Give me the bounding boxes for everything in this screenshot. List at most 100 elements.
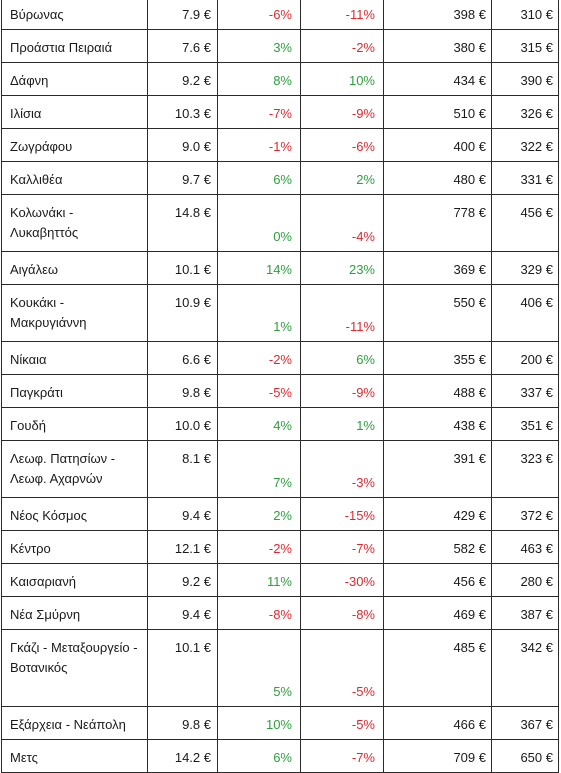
value-2-cell: 387 € (491, 596, 559, 630)
price-cell: 10.0 € (147, 407, 218, 441)
change-1-cell: 10% (217, 706, 301, 740)
change-2-cell: -8% (300, 596, 384, 630)
price-cell: 10.1 € (147, 251, 218, 285)
table-row: Κουκάκι - Μακρυγιάννη 10.9 € 1% -11% 550… (1, 284, 559, 342)
value-2-cell: 323 € (491, 440, 559, 498)
area-cell: Καισαριανή (1, 563, 148, 597)
table-row: Γουδή 10.0 € 4% 1% 438 € 351 € (1, 407, 559, 441)
price-cell: 12.1 € (147, 530, 218, 564)
change-1-cell: 7% (217, 440, 301, 498)
area-cell: Προάστια Πειραιά (1, 29, 148, 63)
change-2-cell: -4% (300, 194, 384, 252)
change-2-cell: -11% (300, 0, 384, 30)
price-cell: 9.4 € (147, 596, 218, 630)
value-1-cell: 369 € (383, 251, 492, 285)
table-row: Νίκαια 6.6 € -2% 6% 355 € 200 € (1, 341, 559, 375)
value-1-cell: 438 € (383, 407, 492, 441)
value-2-cell: 342 € (491, 629, 559, 707)
area-cell: Μετς (1, 739, 148, 773)
change-2-cell: -11% (300, 284, 384, 342)
change-1-cell: -2% (217, 530, 301, 564)
value-2-cell: 372 € (491, 497, 559, 531)
value-1-cell: 355 € (383, 341, 492, 375)
area-cell: Γουδή (1, 407, 148, 441)
table-row: Ιλίσια 10.3 € -7% -9% 510 € 326 € (1, 95, 559, 129)
table-row: Δάφνη 9.2 € 8% 10% 434 € 390 € (1, 62, 559, 96)
area-cell: Ιλίσια (1, 95, 148, 129)
area-cell: Κέντρο (1, 530, 148, 564)
area-cell: Λεωφ. Πατησίων - Λεωφ. Αχαρνών (1, 440, 148, 498)
table-row: Νέος Κόσμος 9.4 € 2% -15% 429 € 372 € (1, 497, 559, 531)
change-1-cell: -5% (217, 374, 301, 408)
price-cell: 9.0 € (147, 128, 218, 162)
change-2-cell: -3% (300, 440, 384, 498)
change-2-cell: -9% (300, 374, 384, 408)
change-2-cell: -9% (300, 95, 384, 129)
value-1-cell: 488 € (383, 374, 492, 408)
value-1-cell: 434 € (383, 62, 492, 96)
change-1-cell: 14% (217, 251, 301, 285)
price-cell: 9.8 € (147, 374, 218, 408)
price-cell: 10.3 € (147, 95, 218, 129)
table-row: Γκάζι - Μεταξουργείο - Βοτανικός 10.1 € … (1, 629, 559, 707)
price-cell: 14.2 € (147, 739, 218, 773)
area-cell: Δάφνη (1, 62, 148, 96)
change-1-cell: 8% (217, 62, 301, 96)
table-row: Νέα Σμύρνη 9.4 € -8% -8% 469 € 387 € (1, 596, 559, 630)
change-1-cell: 5% (217, 629, 301, 707)
value-2-cell: 310 € (491, 0, 559, 30)
area-cell: Κουκάκι - Μακρυγιάννη (1, 284, 148, 342)
change-2-cell: -7% (300, 530, 384, 564)
value-2-cell: 331 € (491, 161, 559, 195)
table-row: Μετς 14.2 € 6% -7% 709 € 650 € (1, 739, 559, 773)
area-cell: Νέα Σμύρνη (1, 596, 148, 630)
price-cell: 10.9 € (147, 284, 218, 342)
change-1-cell: 3% (217, 29, 301, 63)
change-2-cell: 1% (300, 407, 384, 441)
price-cell: 10.1 € (147, 629, 218, 707)
area-cell: Νέος Κόσμος (1, 497, 148, 531)
price-cell: 9.2 € (147, 563, 218, 597)
table-row: Βύρωνας 7.9 € -6% -11% 398 € 310 € (1, 0, 559, 30)
change-2-cell: 6% (300, 341, 384, 375)
change-1-cell: 0% (217, 194, 301, 252)
change-1-cell: 1% (217, 284, 301, 342)
value-2-cell: 322 € (491, 128, 559, 162)
change-2-cell: -7% (300, 739, 384, 773)
value-1-cell: 466 € (383, 706, 492, 740)
price-cell: 8.1 € (147, 440, 218, 498)
table-row: Εξάρχεια - Νεάπολη 9.8 € 10% -5% 466 € 3… (1, 706, 559, 740)
change-1-cell: 2% (217, 497, 301, 531)
value-1-cell: 391 € (383, 440, 492, 498)
area-cell: Καλλιθέα (1, 161, 148, 195)
value-1-cell: 469 € (383, 596, 492, 630)
change-1-cell: 11% (217, 563, 301, 597)
value-1-cell: 380 € (383, 29, 492, 63)
price-cell: 9.8 € (147, 706, 218, 740)
change-2-cell: -30% (300, 563, 384, 597)
change-2-cell: -15% (300, 497, 384, 531)
value-1-cell: 398 € (383, 0, 492, 30)
value-2-cell: 329 € (491, 251, 559, 285)
value-2-cell: 351 € (491, 407, 559, 441)
value-2-cell: 390 € (491, 62, 559, 96)
change-2-cell: 23% (300, 251, 384, 285)
table-row: Καισαριανή 9.2 € 11% -30% 456 € 280 € (1, 563, 559, 597)
value-1-cell: 400 € (383, 128, 492, 162)
price-cell: 9.2 € (147, 62, 218, 96)
value-1-cell: 550 € (383, 284, 492, 342)
value-1-cell: 778 € (383, 194, 492, 252)
table-row: Λεωφ. Πατησίων - Λεωφ. Αχαρνών 8.1 € 7% … (1, 440, 559, 498)
change-1-cell: -2% (217, 341, 301, 375)
change-2-cell: -5% (300, 629, 384, 707)
value-1-cell: 485 € (383, 629, 492, 707)
price-cell: 14.8 € (147, 194, 218, 252)
change-1-cell: -6% (217, 0, 301, 30)
table-row: Καλλιθέα 9.7 € 6% 2% 480 € 331 € (1, 161, 559, 195)
change-1-cell: 6% (217, 161, 301, 195)
table-row: Κολωνάκι - Λυκαβηττός 14.8 € 0% -4% 778 … (1, 194, 559, 252)
value-2-cell: 200 € (491, 341, 559, 375)
area-cell: Εξάρχεια - Νεάπολη (1, 706, 148, 740)
table-row: Κέντρο 12.1 € -2% -7% 582 € 463 € (1, 530, 559, 564)
